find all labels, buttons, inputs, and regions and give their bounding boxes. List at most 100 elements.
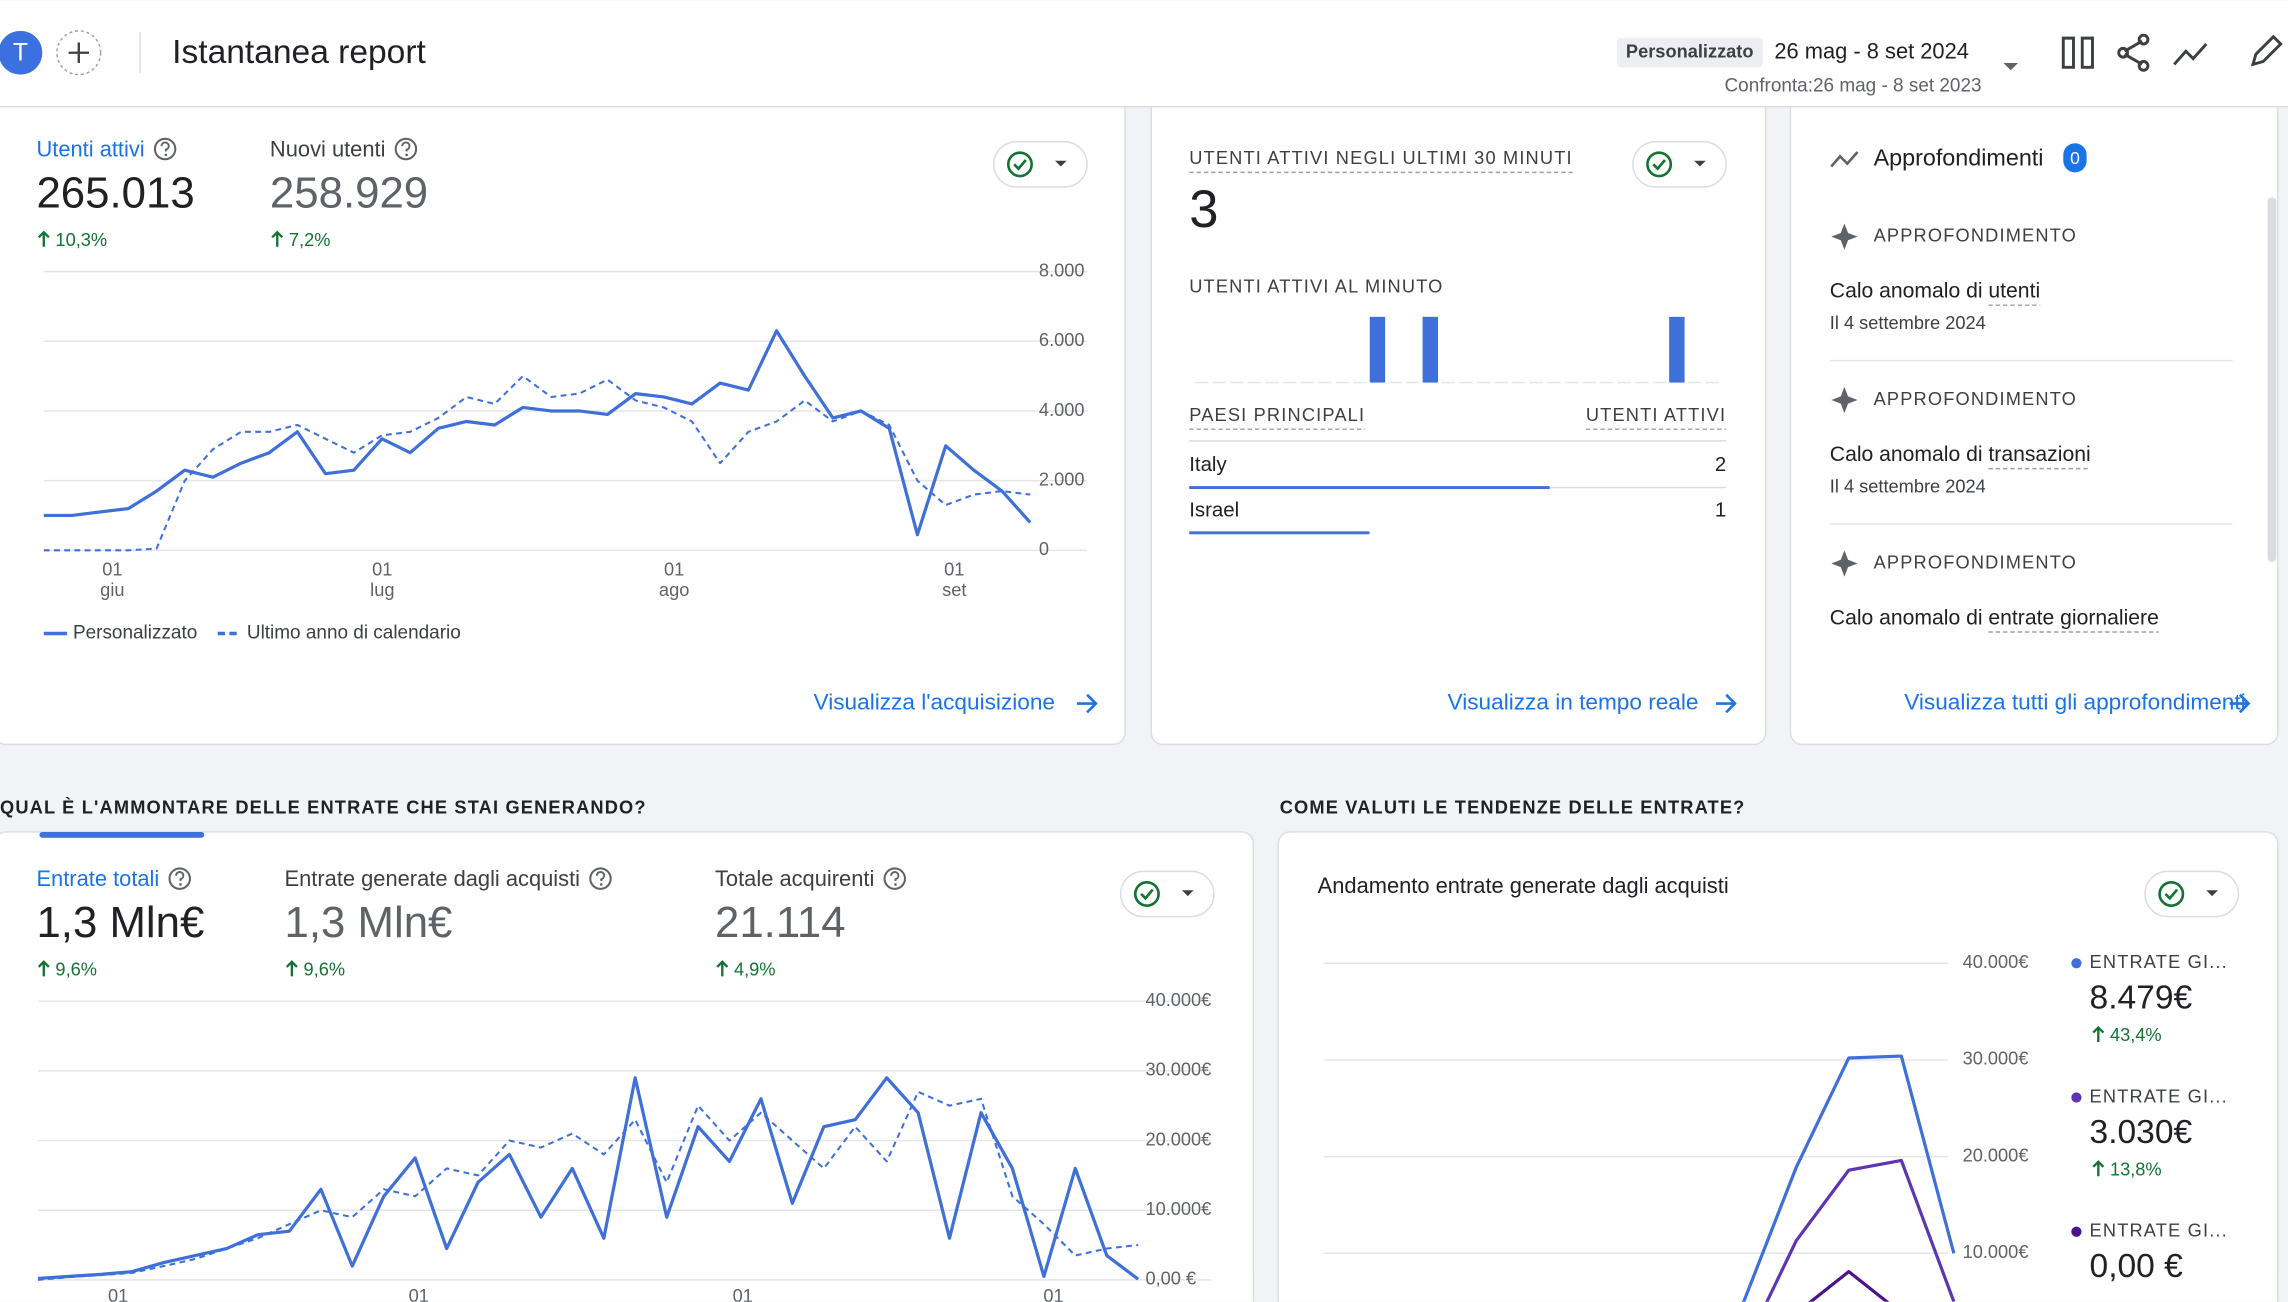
- check-mark: [1140, 888, 1154, 901]
- y-tick-label: 4.000: [1039, 399, 1085, 420]
- country: Israel: [1189, 499, 1239, 521]
- y-tick-label: 10.000€: [1145, 1198, 1211, 1219]
- x-tick-label: 01: [664, 559, 684, 580]
- legend-total: 0,00 €: [2090, 1248, 2184, 1285]
- help-mark: [401, 141, 411, 152]
- help-mark: [890, 871, 900, 881]
- legend-change: 13,8%: [2110, 1158, 2162, 1179]
- insight-label: APPROFONDIMENTO: [1874, 551, 2077, 572]
- country-users: 1: [1715, 499, 1726, 521]
- x-tick-label: 01: [1043, 1285, 1063, 1302]
- arrow-icon: [1716, 693, 1737, 714]
- insight-date: Il 4 settembre 2024: [1830, 312, 1986, 333]
- arrow-icon: [2229, 693, 2251, 714]
- avatar-initial: T: [13, 40, 28, 67]
- help-icon: [168, 867, 191, 890]
- dropdown: [1054, 160, 1067, 167]
- realtime-title: UTENTI ATTIVI NEGLI ULTIMI 30 MINUTI: [1189, 147, 1572, 168]
- bar: [1369, 316, 1386, 383]
- edit-icon[interactable]: [2250, 34, 2283, 67]
- metric-label[interactable]: Nuovi utenti: [270, 136, 386, 161]
- compare-icon[interactable]: [2061, 36, 2094, 69]
- check-icon: [1133, 880, 1160, 907]
- legend-label: ENTRATE GI...: [2090, 1220, 2228, 1241]
- help-dot: [599, 883, 603, 886]
- date-label: Personalizzato: [1626, 41, 1754, 62]
- y-tick-label: 30.000€: [1145, 1059, 1211, 1080]
- legend-change: 43,4%: [2110, 1024, 2162, 1045]
- series-line: [1765, 1158, 1956, 1302]
- x-tick-label: 01: [944, 559, 964, 580]
- trend-card: [1277, 831, 2279, 1302]
- x-tick-label: lug: [370, 579, 394, 600]
- series-line: [1808, 1269, 1890, 1302]
- help-dot: [164, 153, 168, 157]
- insights-icon[interactable]: [2173, 43, 2208, 66]
- insight-title: Calo anomalo di: [1830, 443, 1983, 466]
- x-tick-label: 01: [108, 1285, 128, 1302]
- up-arrow: [271, 230, 284, 247]
- help-mark: [595, 871, 606, 881]
- series-line: [37, 1090, 1139, 1281]
- country: Italy: [1189, 454, 1227, 476]
- help-icon: [883, 867, 906, 890]
- link[interactable]: Visualizza tutti gli approfondimenti: [1904, 689, 2245, 714]
- scrollbar: [2267, 197, 2277, 562]
- metric-label[interactable]: Totale acquirenti: [715, 866, 874, 891]
- check-mark: [2164, 888, 2179, 901]
- x-tick-label: giu: [100, 579, 124, 600]
- arrow-icon: [1076, 693, 1098, 714]
- series-line: [43, 329, 1032, 537]
- page-title: Istantanea report: [172, 34, 426, 71]
- metric-change: 7,2%: [289, 229, 331, 250]
- y-tick-label: 0,00 €: [1145, 1268, 1196, 1289]
- metric-value: 258.929: [270, 168, 428, 217]
- y-tick-label: 20.000€: [1963, 1144, 2029, 1165]
- legend-total: 3.030€: [2090, 1114, 2193, 1151]
- share-dot: [2117, 46, 2129, 59]
- up-arrow: [2092, 1160, 2105, 1177]
- add-button[interactable]: [56, 30, 102, 76]
- date-dropdown[interactable]: [2003, 62, 2019, 71]
- dropdown: [1694, 160, 1706, 167]
- legend-dot: [2071, 958, 2082, 969]
- avatar[interactable]: [0, 30, 43, 75]
- header: [0, 0, 2288, 107]
- y-tick-label: 8.000: [1039, 259, 1085, 280]
- y-tick-label: 20.000€: [1145, 1128, 1211, 1149]
- help-dot: [405, 153, 408, 157]
- table-header: UTENTI ATTIVI: [1586, 404, 1726, 425]
- link[interactable]: Visualizza in tempo reale: [1448, 689, 1699, 714]
- metric-label[interactable]: Utenti attivi: [36, 136, 144, 161]
- insight-title: Calo anomalo di: [1830, 280, 1983, 303]
- compare-range: Confronta:26 mag - 8 set 2023: [1724, 75, 1981, 96]
- y-tick-label: 6.000: [1039, 329, 1085, 350]
- date-chip: [1616, 38, 1763, 68]
- per-minute-label: UTENTI ATTIVI AL MINUTO: [1189, 275, 1443, 296]
- legend-dot: [2071, 1226, 2082, 1237]
- metric-value: 21.114: [715, 898, 846, 947]
- insight-term: utenti: [1988, 280, 2040, 303]
- country-users: 2: [1715, 454, 1726, 476]
- help-icon: [153, 137, 177, 161]
- insight-term: entrate giornaliere: [1988, 606, 2158, 629]
- realtime-value: 3: [1189, 180, 1218, 239]
- y-tick-label: 40.000€: [1963, 951, 2029, 972]
- up-arrow: [2092, 1025, 2105, 1043]
- country-bar: [1189, 531, 1370, 535]
- metric-label[interactable]: Entrate totali: [36, 866, 159, 891]
- link[interactable]: Visualizza l'acquisizione: [814, 689, 1055, 714]
- metric-change: 10,3%: [55, 229, 107, 250]
- check-icon: [1006, 151, 1033, 178]
- metric-value: 265.013: [36, 168, 194, 217]
- legend-label: ENTRATE GI...: [2090, 1085, 2228, 1106]
- metric-label[interactable]: Entrate generate dagli acquisti: [285, 866, 581, 891]
- series-line: [43, 375, 1031, 552]
- date-range[interactable]: 26 mag - 8 set 2024: [1774, 39, 1969, 64]
- table-header: PAESI PRINCIPALI: [1189, 404, 1365, 425]
- tab-indicator: [39, 831, 205, 838]
- series-line: [1741, 1054, 1956, 1302]
- check-icon: [2158, 880, 2185, 907]
- x-tick-label: 01: [372, 559, 392, 580]
